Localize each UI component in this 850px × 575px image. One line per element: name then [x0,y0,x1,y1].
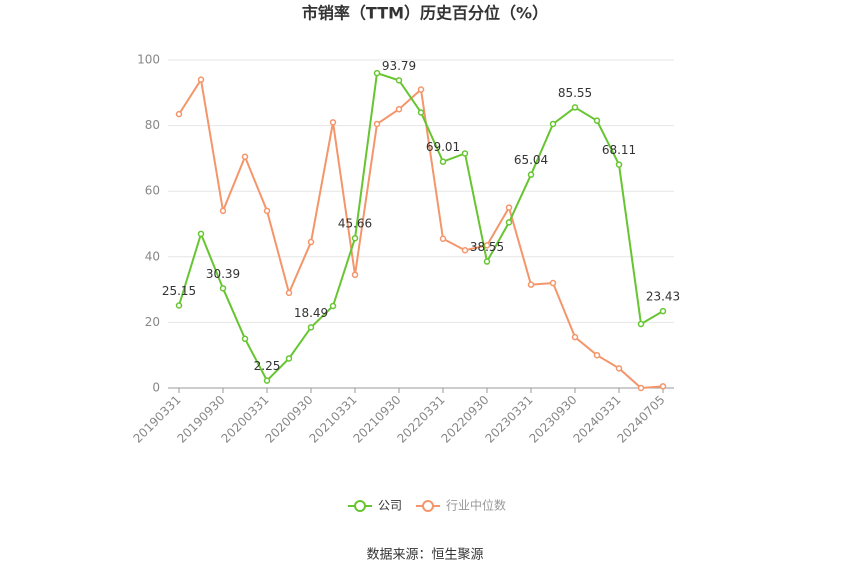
point [593,351,601,359]
point [329,302,337,310]
point [615,161,623,168]
point [439,158,447,165]
point [219,207,227,215]
point [241,335,249,343]
y-tick-label: 20 [145,315,160,329]
point [351,271,359,279]
point [483,258,491,265]
point [549,279,557,287]
point [549,120,557,128]
y-tick-label: 100 [137,53,160,67]
legend-marker [422,500,435,512]
point [395,105,403,113]
y-tick-label: 40 [145,249,160,263]
data-label: 23.43 [646,290,680,304]
point [197,230,205,238]
data-label: 69.01 [426,140,460,154]
legend-label: 公司 [378,499,402,513]
point [285,289,293,297]
point [307,238,315,246]
point [395,77,403,84]
point [373,120,381,128]
y-tick-label: 60 [145,184,160,198]
point [659,307,667,315]
x-tick-label: 20240705 [615,393,668,446]
y-tick-label: 80 [145,118,160,132]
point [505,204,513,211]
data-label: 93.79 [382,59,416,73]
point [527,171,535,178]
point [615,365,623,372]
source-note: 数据来源：恒生聚源 [366,548,483,563]
data-label: 68.11 [602,143,636,157]
point [439,235,447,243]
point [351,234,359,242]
point [505,219,513,226]
data-label: 18.49 [294,306,328,320]
chart-title: 市销率（TTM）历史百分位（%） [302,4,548,23]
point [461,246,469,254]
point [417,109,425,116]
point [373,69,381,77]
point [285,355,293,362]
point [461,150,469,157]
point [571,333,579,341]
point [241,153,249,161]
data-label: 2.25 [254,359,281,373]
point [263,207,271,215]
data-label: 85.55 [558,86,592,100]
data-label: 45.66 [338,217,372,231]
point [263,377,271,384]
data-label: 65.04 [514,153,548,167]
point [571,104,579,111]
point [659,383,667,390]
point [593,117,601,124]
point [329,119,337,126]
point [219,285,227,292]
legend-item: 行业中位数 [416,498,506,513]
point [637,320,645,328]
data-label: 38.55 [470,240,504,254]
point [417,86,425,93]
legend-item: 公司 [348,499,402,513]
data-label: 25.15 [162,284,196,298]
legend-marker [354,500,366,512]
point [637,384,645,392]
point [197,76,205,83]
y-tick-label: 0 [152,381,160,395]
point [175,110,183,118]
series-line [178,71,664,383]
point [527,281,535,288]
data-label: 30.39 [206,267,240,281]
point [307,324,315,331]
legend-label: 行业中位数 [446,498,506,513]
point [175,302,183,309]
